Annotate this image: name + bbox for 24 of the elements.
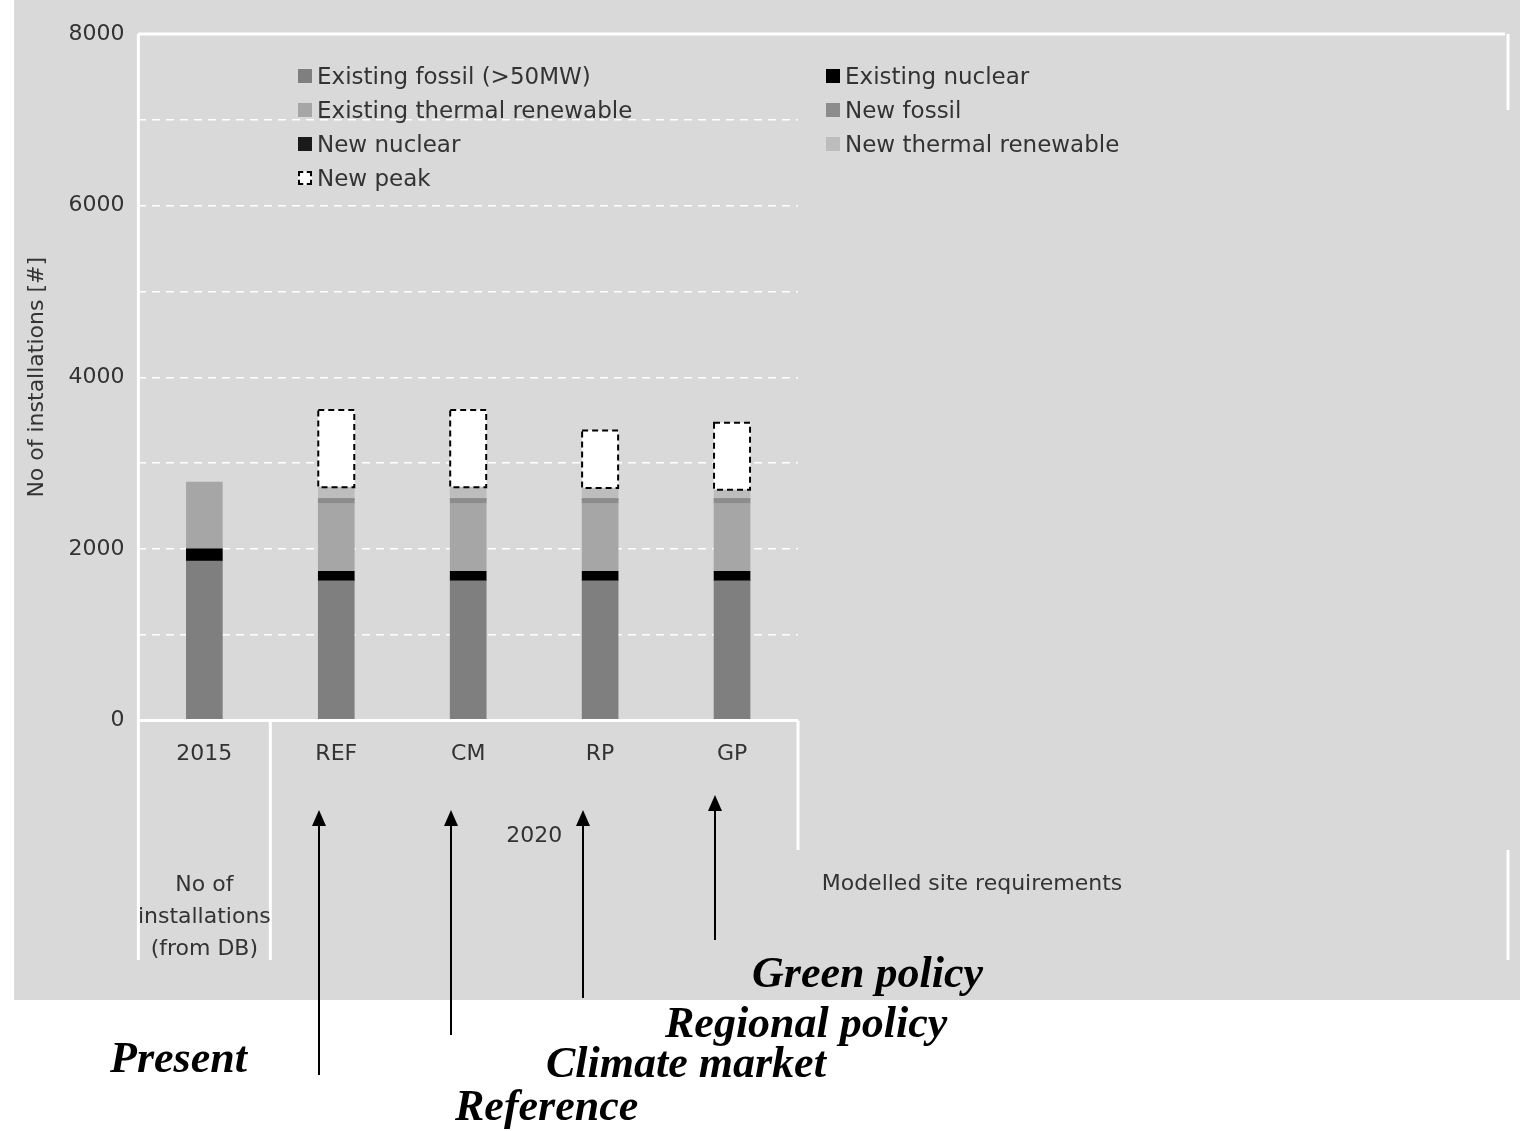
y-tick-label: 0 <box>110 706 125 732</box>
text: Reference <box>455 1080 639 1131</box>
legend-label: New peak <box>317 165 431 191</box>
x-tick-label: GP <box>716 739 748 765</box>
text: Present <box>110 1032 247 1083</box>
y-tick-label: 6000 <box>68 191 125 217</box>
legend-label: Existing fossil (>50MW) <box>317 63 591 89</box>
x-tick-label: RP <box>585 739 615 765</box>
y-tick-label: 2000 <box>68 534 125 560</box>
text: Green policy <box>752 947 983 998</box>
legend-label: New fossil <box>845 97 962 123</box>
text: 2020 <box>506 822 563 847</box>
x-tick-label: REF <box>315 739 358 765</box>
text: No of installations (from DB) <box>136 870 272 962</box>
legend-label: Existing thermal renewable <box>317 97 633 123</box>
y-tick-label: 4000 <box>68 363 125 389</box>
legend-label: Existing nuclear <box>845 63 1030 89</box>
legend-label: New thermal renewable <box>845 131 1120 157</box>
y-tick-label: 8000 <box>68 19 125 45</box>
text: Modelled site requirements <box>821 870 1123 895</box>
x-tick-label: CM <box>451 739 486 765</box>
y-axis-title: No of installations [#] <box>22 256 48 498</box>
x-tick-label: 2015 <box>176 739 233 765</box>
legend-label: New nuclear <box>317 131 461 157</box>
